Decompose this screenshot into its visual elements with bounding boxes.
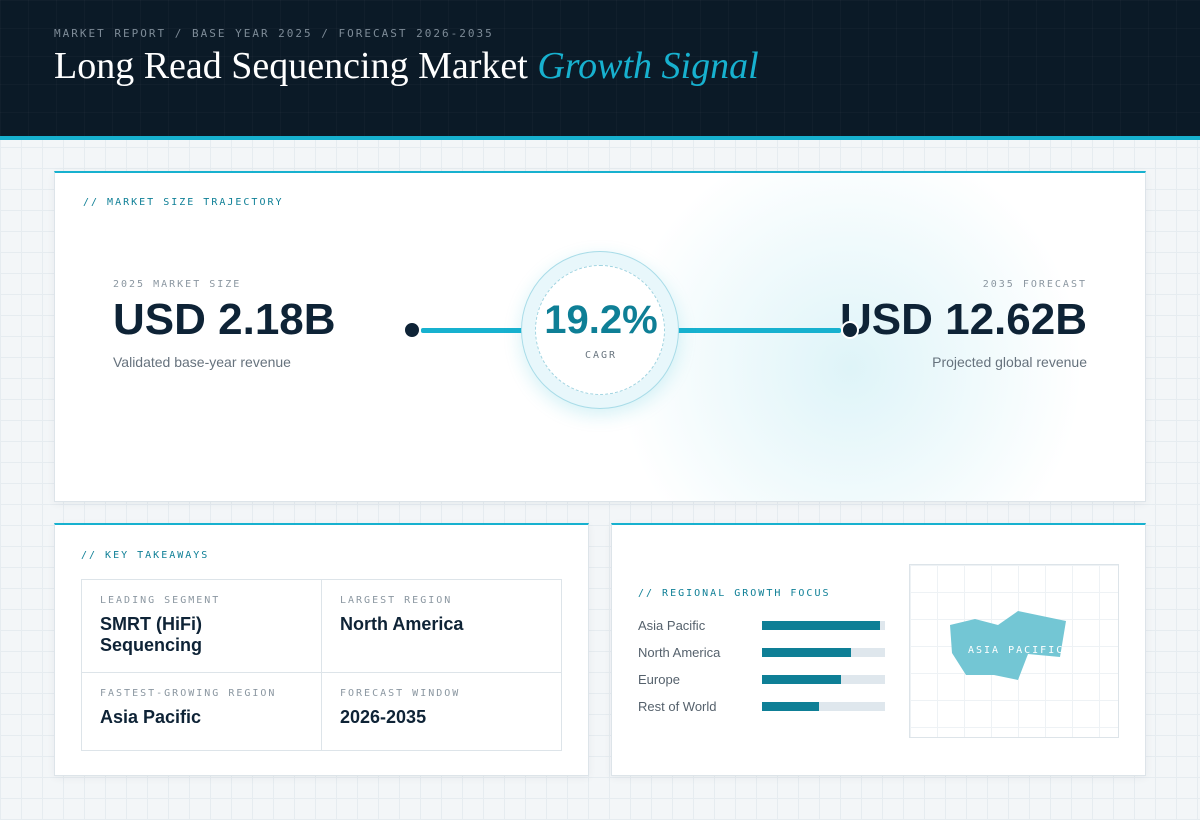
start-point-marker <box>403 321 421 339</box>
report-header: MARKET REPORT / BASE YEAR 2025 / FORECAS… <box>0 0 1200 140</box>
trajectory-section-label: // MARKET SIZE TRAJECTORY <box>83 197 284 208</box>
takeaway-value: 2026-2035 <box>340 707 427 727</box>
cagr-badge-inner: 19.2% CAGR <box>535 265 665 395</box>
region-row: Europe <box>638 670 888 690</box>
breadcrumb: MARKET REPORT / BASE YEAR 2025 / FORECAS… <box>54 27 494 40</box>
region-bar-fill <box>762 702 819 711</box>
market-size-card: // MARKET SIZE TRAJECTORY 2025 MARKET SI… <box>54 171 1146 502</box>
asia-pacific-region-shape <box>950 611 1066 680</box>
start-subtitle: Validated base-year revenue <box>113 354 291 370</box>
grid-divider-vertical <box>321 580 322 750</box>
regional-section-label: // REGIONAL GROWTH FOCUS <box>638 588 831 599</box>
takeaway-caption: FASTEST-GROWING REGION <box>100 688 277 699</box>
cagr-value: 19.2% <box>544 298 658 342</box>
region-bar-fill <box>762 675 841 684</box>
trajectory-line-left <box>421 328 525 333</box>
end-subtitle: Projected global revenue <box>932 354 1087 370</box>
region-name: Rest of World <box>638 699 717 714</box>
end-caption: 2035 FORECAST <box>982 279 1087 290</box>
takeaways-section-label: // KEY TAKEAWAYS <box>81 550 210 561</box>
takeaway-value: SMRT (HiFi) Sequencing <box>100 614 203 655</box>
region-bar-track <box>762 621 885 630</box>
end-value: USD 12.62B <box>839 295 1087 344</box>
takeaway-value: North America <box>340 614 464 634</box>
page-title-accent: Growth Signal <box>537 45 759 87</box>
regional-growth-card: // REGIONAL GROWTH FOCUS Asia Pacific No… <box>611 523 1146 776</box>
region-row: Rest of World <box>638 697 888 717</box>
region-bar-fill <box>762 648 851 657</box>
end-point-marker <box>841 321 859 339</box>
map-region-label: ASIA PACIFIC <box>968 645 1065 656</box>
cagr-label: CAGR <box>584 350 618 361</box>
page-title-main: Long Read Sequencing Market <box>54 45 528 87</box>
trajectory-line-right <box>677 328 841 333</box>
takeaway-leading-segment: LEADING SEGMENT SMRT (HiFi) Sequencing <box>82 580 321 672</box>
takeaway-caption: FORECAST WINDOW <box>340 688 461 699</box>
region-map: ASIA PACIFIC <box>909 564 1119 738</box>
region-row: Asia Pacific <box>638 616 888 636</box>
grid-divider-horizontal <box>82 672 561 673</box>
region-name: North America <box>638 645 721 660</box>
takeaway-largest-region: LARGEST REGION North America <box>322 580 561 672</box>
page-title: Long Read Sequencing Market Growth Signa… <box>54 44 759 88</box>
region-bar-track <box>762 648 885 657</box>
region-bar-track <box>762 675 885 684</box>
takeaway-caption: LARGEST REGION <box>340 595 453 606</box>
cagr-badge: 19.2% CAGR <box>521 251 679 409</box>
takeaway-caption: LEADING SEGMENT <box>100 595 221 606</box>
takeaways-grid: LEADING SEGMENT SMRT (HiFi) Sequencing L… <box>81 579 562 751</box>
region-name: Europe <box>638 672 680 687</box>
key-takeaways-card: // KEY TAKEAWAYS LEADING SEGMENT SMRT (H… <box>54 523 589 776</box>
asia-pacific-map-shape <box>950 611 1066 680</box>
region-row: North America <box>638 643 888 663</box>
region-bar-track <box>762 702 885 711</box>
takeaway-value: Asia Pacific <box>100 707 202 727</box>
region-bar-fill <box>762 621 881 630</box>
takeaway-forecast-window: FORECAST WINDOW 2026-2035 <box>322 673 561 751</box>
start-caption: 2025 MARKET SIZE <box>113 279 242 290</box>
takeaway-fastest-growing-region: FASTEST-GROWING REGION Asia Pacific <box>82 673 321 751</box>
region-name: Asia Pacific <box>638 618 706 633</box>
start-value: USD 2.18B <box>113 295 336 344</box>
